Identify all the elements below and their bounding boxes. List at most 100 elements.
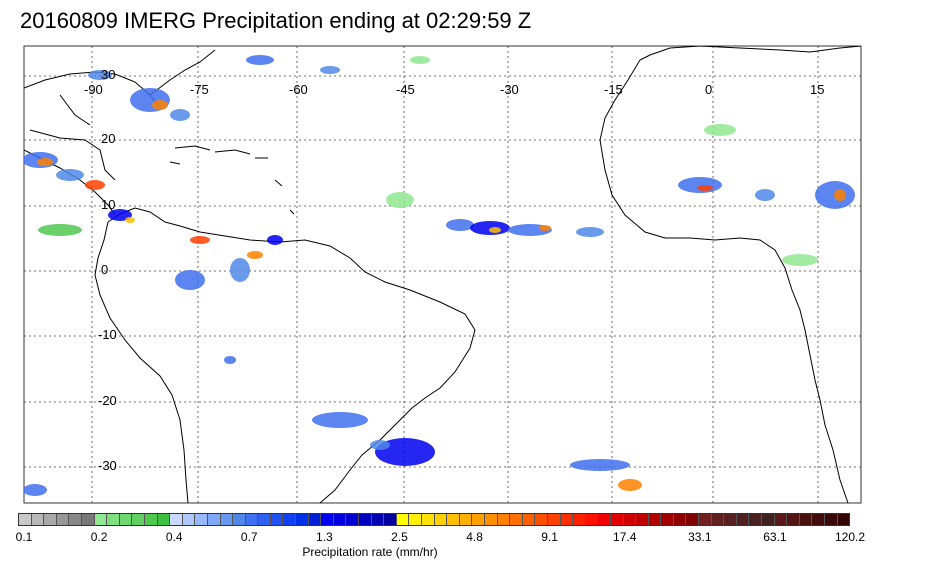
colorbar-swatch: [736, 514, 750, 525]
colorbar-label: 0.7: [240, 530, 258, 544]
colorbar-swatch: [170, 514, 183, 525]
longitude-label: -30: [500, 82, 519, 97]
colorbar-swatch: [472, 514, 485, 525]
precip-cell: [704, 124, 736, 136]
precip-cell: [246, 55, 274, 65]
latitude-label: -20: [98, 393, 117, 408]
precip-cell: [247, 251, 263, 259]
colorbar-swatch: [321, 514, 334, 525]
colorbar-swatch: [207, 514, 221, 525]
precip-cell: [88, 70, 112, 80]
colorbar-title: Precipitation rate (mm/hr): [302, 545, 438, 559]
colorbar-swatch: [132, 514, 145, 525]
latitude-label: 0: [101, 262, 109, 277]
latitude-label: 30: [101, 67, 116, 82]
colorbar-swatch: [434, 514, 448, 525]
precip-cell: [125, 217, 135, 223]
colorbar-swatch: [107, 514, 120, 525]
colorbar-swatch: [799, 514, 813, 525]
colorbar-swatch: [825, 514, 838, 525]
colorbar-label: 2.5: [391, 530, 408, 544]
colorbar-swatch: [81, 514, 95, 525]
colorbar-swatch: [774, 514, 788, 525]
colorbar-swatch: [787, 514, 800, 525]
colorbar-label: 4.8: [466, 530, 483, 544]
precip-cell: [152, 100, 168, 110]
longitude-label: 0: [705, 82, 713, 97]
precip-cell: [386, 192, 414, 208]
colorbar-swatch: [44, 514, 57, 525]
precip-cell: [320, 66, 340, 74]
latitude-label: -30: [98, 458, 117, 473]
colorbar-swatch: [762, 514, 775, 525]
colorbar-swatch: [497, 514, 511, 525]
precipitation-field: [24, 55, 855, 496]
precip-cell: [834, 189, 846, 201]
precip-cell: [697, 185, 713, 191]
colorbar-label: 0.2: [90, 530, 108, 544]
colorbar-swatch: [749, 514, 763, 525]
colorbar-swatch: [837, 514, 850, 525]
precip-cell: [570, 459, 630, 471]
colorbar-swatch: [661, 514, 674, 525]
longitude-label: -75: [190, 82, 209, 97]
colorbar-swatch: [371, 514, 385, 525]
precip-cell: [618, 479, 642, 491]
precip-cell: [312, 412, 368, 428]
colorbar-swatch: [195, 514, 208, 525]
precip-cell: [782, 254, 818, 266]
colorbar-label: 0.4: [165, 530, 183, 544]
precip-cell: [410, 56, 430, 64]
colorbar-swatch: [69, 514, 82, 525]
precip-cell: [170, 109, 190, 121]
precip-cell: [489, 227, 501, 233]
colorbar-swatch: [182, 514, 196, 525]
colorbar-swatch: [258, 514, 271, 525]
colorbar-swatch: [409, 514, 422, 525]
longitude-label: 15: [810, 82, 825, 97]
colorbar-swatch: [573, 514, 586, 525]
colorbar-swatch: [283, 514, 297, 525]
colorbar-swatch: [598, 514, 611, 525]
precip-cell: [108, 209, 132, 221]
colorbar-label: 63.1: [763, 530, 787, 544]
colorbar-swatch: [699, 514, 712, 525]
colorbar-swatch: [610, 514, 624, 525]
graticule: [24, 46, 861, 503]
colorbar-swatch: [547, 514, 561, 525]
precip-cell: [755, 189, 775, 201]
precip-cell: [38, 224, 82, 236]
latitude-label: 10: [101, 197, 116, 212]
colorbar-swatch: [359, 514, 372, 525]
precip-cell: [190, 236, 210, 244]
colorbar-label: 120.2: [834, 530, 866, 544]
south-america-coastline: [94, 207, 476, 503]
latitude-label: -10: [98, 327, 117, 342]
colorbar-swatch: [19, 514, 32, 525]
precip-cell: [267, 235, 283, 245]
precip-cell: [175, 270, 205, 290]
colorbar-swatch: [144, 514, 158, 525]
colorbar: [18, 513, 850, 526]
colorbar-swatch: [245, 514, 259, 525]
latitude-label: 20: [101, 131, 116, 146]
precip-cell: [370, 440, 390, 450]
colorbar-swatch: [711, 514, 725, 525]
colorbar-swatch: [560, 514, 574, 525]
colorbar-swatch: [157, 514, 171, 525]
colorbar-swatch: [812, 514, 825, 525]
precip-cell: [37, 158, 53, 166]
colorbar-swatch: [535, 514, 548, 525]
colorbar-swatch: [346, 514, 360, 525]
precip-cell: [56, 169, 84, 181]
colorbar-swatch: [56, 514, 70, 525]
colorbar-swatch: [396, 514, 410, 525]
caribbean-islands: [169, 145, 295, 215]
longitude-label: -90: [84, 82, 103, 97]
colorbar-swatch: [422, 514, 435, 525]
colorbar-swatch: [510, 514, 523, 525]
colorbar-swatch: [119, 514, 133, 525]
colorbar-swatch: [459, 514, 473, 525]
precip-cell: [446, 219, 474, 231]
